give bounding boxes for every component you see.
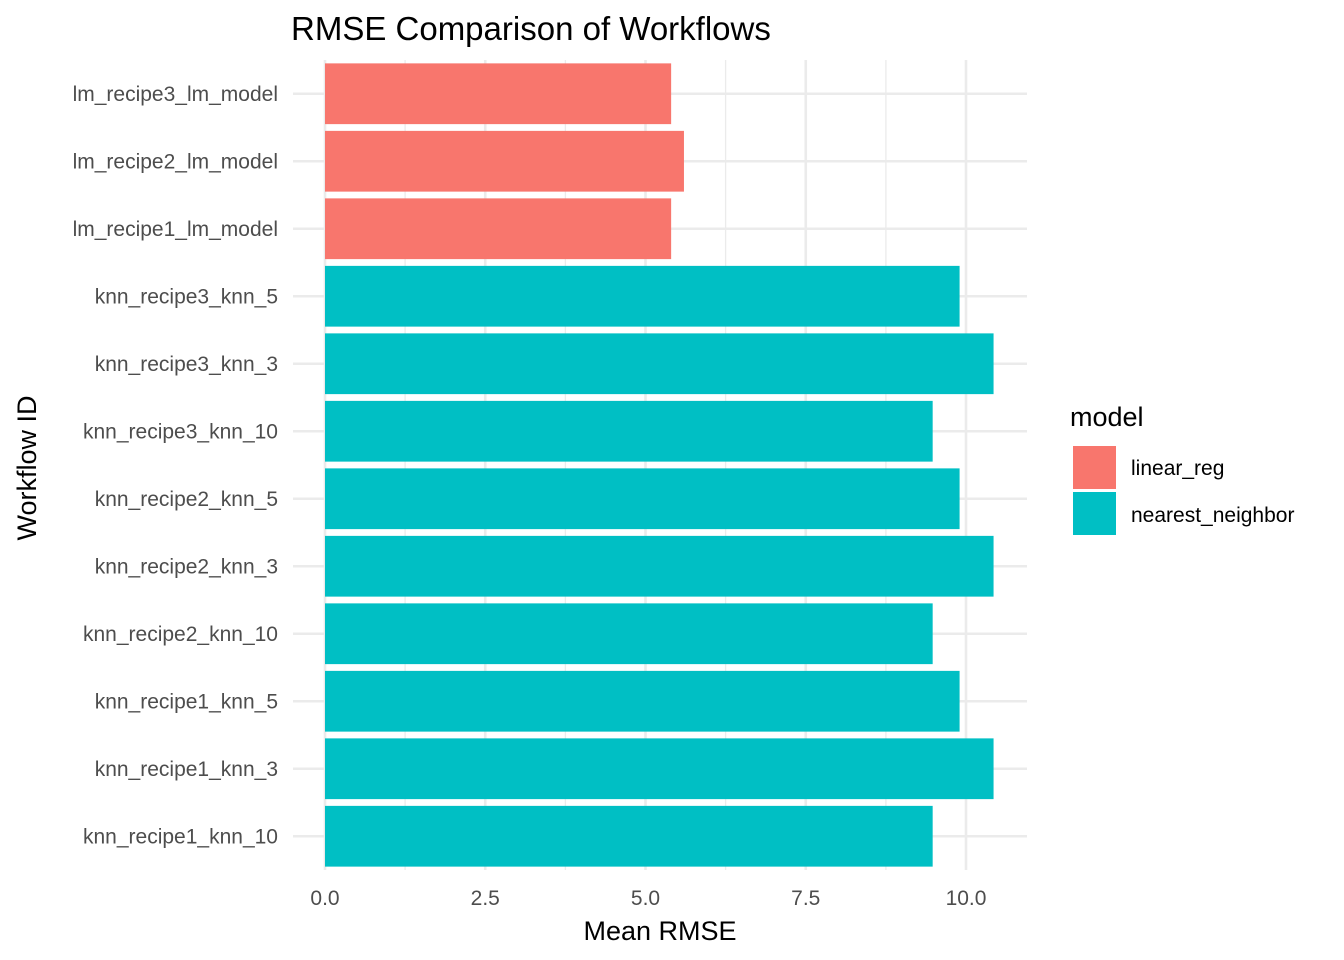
y-axis-tick-labels: lm_recipe3_lm_model lm_recipe2_lm_modellm…	[73, 83, 278, 849]
bar-knn-recipe3-knn-3	[325, 333, 994, 395]
y-tick-label: knn_recipe3_knn_3	[95, 353, 278, 376]
x-tick-label: 7.5	[791, 887, 820, 910]
legend: model linear_reg nearest_neighbor	[1070, 402, 1294, 535]
x-tick-label: 0.0	[310, 887, 339, 910]
legend-swatch-linear-reg	[1073, 446, 1116, 489]
y-tick-label: lm_recipe1_lm_model	[73, 218, 278, 241]
chart-title: RMSE Comparison of Workflows	[291, 10, 771, 47]
bar-layer	[325, 63, 994, 867]
y-tick-label: knn_recipe2_knn_5	[95, 488, 278, 511]
legend-label-nearest-neighbor: nearest_neighbor	[1131, 504, 1294, 527]
y-tick-label: knn_recipe1_knn_5	[95, 690, 278, 713]
bar-lm-recipe2-lm-model	[325, 130, 684, 192]
x-tick-label: 10.0	[946, 887, 987, 910]
legend-swatch-nearest-neighbor	[1073, 492, 1116, 535]
bar-knn-recipe2-knn-3	[325, 535, 994, 597]
y-tick-label: lm_recipe2_lm_model	[73, 150, 278, 173]
y-tick-label: knn_recipe1_knn_10	[83, 825, 278, 848]
legend-label-linear-reg: linear_reg	[1131, 457, 1224, 480]
x-tick-label: 5.0	[631, 887, 660, 910]
bar-lm-recipe3-lm-model	[325, 63, 672, 125]
y-tick-label: knn_recipe1_knn_3	[95, 758, 278, 781]
y-tick-label: lm_recipe3_lm_model	[73, 83, 278, 106]
x-axis-tick-labels: 0.0 2.5 5.0 7.5 10.0	[310, 887, 986, 910]
bar-knn-recipe3-knn-5	[325, 265, 960, 327]
y-tick-label: knn_recipe3_knn_5	[95, 285, 278, 308]
bar-knn-recipe2-knn-5	[325, 468, 960, 530]
bar-knn-recipe2-knn-10	[325, 603, 933, 665]
bar-knn-recipe1-knn-10	[325, 805, 933, 867]
y-tick-label: knn_recipe3_knn_10	[83, 420, 278, 443]
y-tick-label: knn_recipe2_knn_3	[95, 555, 278, 578]
y-axis-title: Workflow ID	[12, 395, 42, 540]
x-tick-label: 2.5	[471, 887, 500, 910]
legend-title: model	[1070, 402, 1144, 432]
bar-knn-recipe3-knn-10	[325, 400, 933, 462]
y-tick-label: knn_recipe2_knn_10	[83, 623, 278, 646]
bar-knn-recipe1-knn-3	[325, 738, 994, 800]
bar-knn-recipe1-knn-5	[325, 670, 960, 732]
bar-lm-recipe1-lm-model	[325, 198, 672, 260]
x-axis-title: Mean RMSE	[583, 916, 736, 946]
